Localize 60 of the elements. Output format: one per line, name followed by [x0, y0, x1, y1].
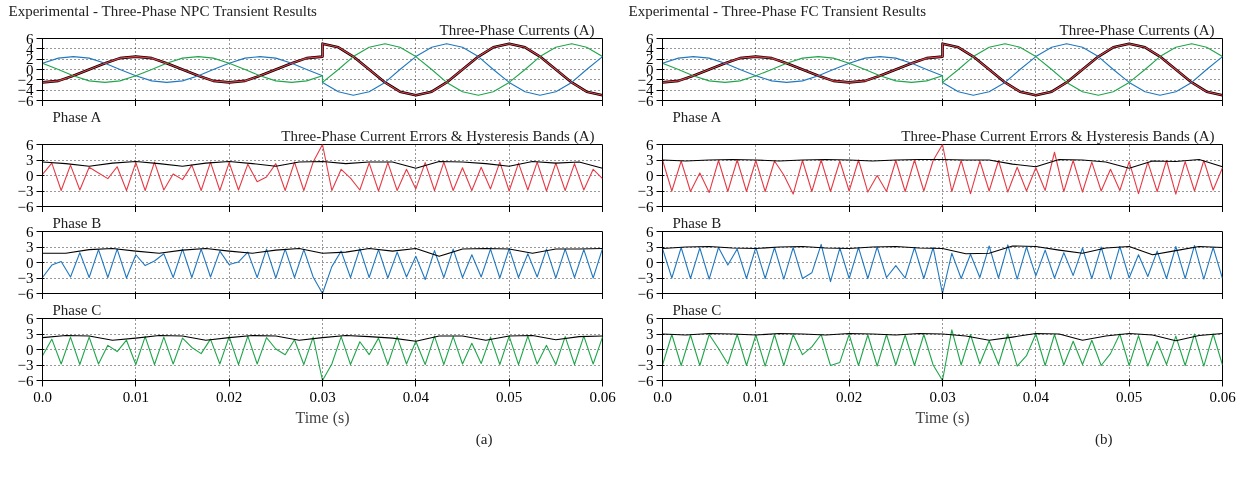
- y-tick-label: 3: [646, 326, 654, 342]
- text: (b): [1095, 431, 1113, 448]
- chart-title: Phase B: [52, 215, 102, 231]
- y-tick-label: 6: [26, 223, 34, 240]
- y-tick-label: 6: [26, 310, 34, 327]
- x-tick-label: 0.05: [1116, 388, 1143, 405]
- y-tick-label: 0: [26, 341, 34, 358]
- y-tick-label: 3: [646, 152, 654, 168]
- y-tick-label: −3: [17, 357, 34, 373]
- y-tick-label: −3: [637, 183, 654, 199]
- x-tick-label: 0.0: [653, 388, 672, 405]
- x-tick-label: 0.06: [589, 388, 617, 405]
- y-tick-label: 0: [646, 341, 654, 358]
- chart-title: Experimental - Three-Phase NPC Transient Results: [8, 3, 318, 19]
- y-tick-label: 0: [26, 254, 34, 271]
- y-tick-label: 6: [646, 310, 654, 327]
- chart-title: Phase B: [672, 215, 722, 231]
- y-tick-label: 0: [646, 254, 654, 271]
- x-tick-label: 0.04: [402, 388, 430, 405]
- y-tick-label: −3: [17, 270, 34, 286]
- y-tick-label: 6: [646, 223, 654, 240]
- y-tick-label: 6: [26, 136, 34, 153]
- x-axis-title: Time (s): [915, 408, 970, 427]
- y-tick-label: 3: [26, 326, 34, 342]
- y-tick-label: 0: [26, 167, 34, 184]
- y-tick-label: −6: [17, 372, 34, 389]
- chart-title: Experimental - Three-Phase FC Transient Results: [628, 3, 927, 19]
- y-tick-label: 3: [646, 239, 654, 255]
- x-tick-label: 0.05: [496, 388, 523, 405]
- x-tick-label: 0.0: [33, 388, 52, 405]
- x-tick-label: 0.06: [1209, 388, 1237, 405]
- x-tick-label: 0.01: [122, 388, 149, 405]
- y-tick-label: 0: [646, 167, 654, 184]
- y-tick-label: 3: [26, 239, 34, 255]
- x-tick-label: 0.02: [836, 388, 863, 405]
- y-tick-label: 3: [26, 152, 34, 168]
- y-tick-label: −6: [637, 285, 654, 302]
- chart-title: Phase A: [52, 109, 102, 125]
- y-tick-label: −6: [637, 372, 654, 389]
- chart-subtitle: Three-Phase Current Errors & Hysteresis Bands (A): [281, 128, 595, 145]
- y-tick-label: −6: [637, 198, 654, 215]
- x-tick-label: 0.01: [742, 388, 769, 405]
- y-tick-label: −3: [637, 357, 654, 373]
- y-tick-label: 6: [646, 136, 654, 153]
- chart-subtitle: Three-Phase Currents (A): [439, 22, 595, 39]
- x-axis-title: Time (s): [295, 408, 350, 427]
- chart-subtitle: Three-Phase Current Errors & Hysteresis Bands (A): [901, 128, 1215, 145]
- y-tick-label: −6: [17, 198, 34, 215]
- y-tick-label: −3: [17, 183, 34, 199]
- text: (a): [475, 431, 493, 448]
- chart-subtitle: Three-Phase Currents (A): [1059, 22, 1215, 39]
- x-tick-label: 0.03: [929, 388, 956, 405]
- chart-title: Phase C: [672, 302, 722, 318]
- x-tick-label: 0.03: [309, 388, 336, 405]
- chart-title: Phase C: [52, 302, 102, 318]
- chart-title: Phase A: [672, 109, 722, 125]
- x-tick-label: 0.04: [1022, 388, 1050, 405]
- y-tick-label: −3: [637, 270, 654, 286]
- x-tick-label: 0.02: [216, 388, 243, 405]
- y-tick-label: −6: [17, 285, 34, 302]
